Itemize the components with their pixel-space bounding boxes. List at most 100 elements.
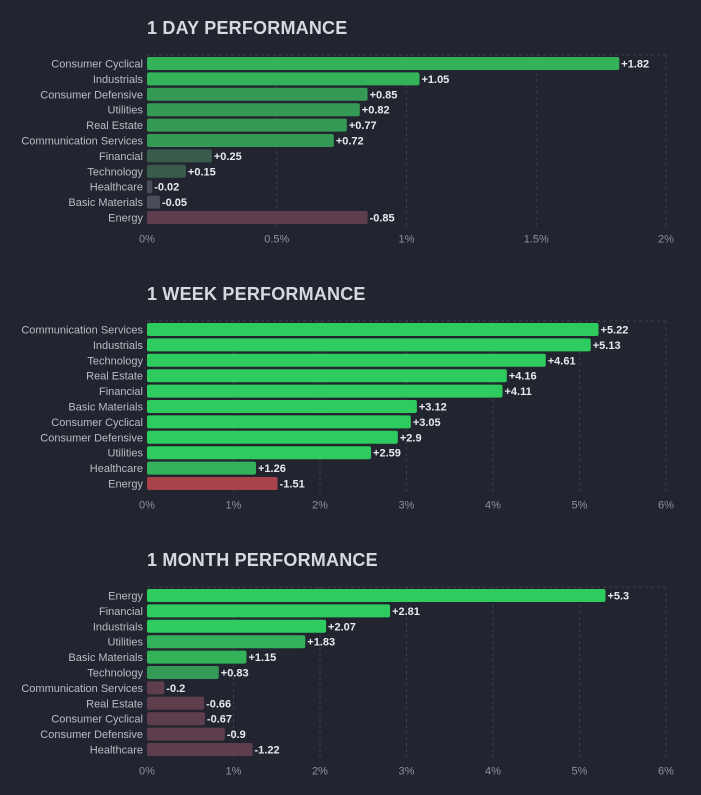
category-label: Utilities (108, 448, 144, 460)
category-label: Basic Materials (68, 652, 143, 664)
category-label: Consumer Defensive (40, 729, 143, 741)
category-label: Energy (108, 213, 143, 225)
value-label: -1.51 (280, 479, 305, 491)
value-label: +2.81 (392, 606, 420, 618)
bar (147, 103, 360, 117)
bar (147, 743, 253, 756)
bar (147, 195, 160, 209)
week-performance-chart: 0% 1% 2% 3% 4% 5% 6% Communication Services +5.2… (21, 320, 674, 511)
value-label: +2.07 (328, 621, 356, 633)
bar (147, 635, 306, 649)
category-label: Basic Materials (68, 402, 143, 414)
value-label: +0.72 (336, 136, 364, 148)
value-label: +1.05 (421, 74, 449, 86)
chart-title: 1 DAY PERFORMANCE (147, 18, 348, 38)
value-label: +0.77 (349, 120, 377, 132)
x-tick-label: 0% (139, 233, 155, 245)
value-label: +0.15 (188, 166, 216, 178)
bar (147, 619, 327, 633)
chart-title: 1 WEEK PERFORMANCE (147, 284, 366, 304)
bar (147, 57, 620, 70)
x-tick-label: 3% (399, 765, 415, 777)
bar (147, 149, 212, 163)
x-tick-label: 1% (399, 233, 415, 245)
x-tick-label: 0.5% (264, 233, 289, 245)
category-label: Healthcare (90, 745, 143, 757)
category-label: Industrials (93, 340, 144, 352)
category-label: Utilities (108, 105, 144, 117)
value-label: +1.26 (258, 463, 286, 475)
value-label: +0.83 (221, 668, 249, 680)
value-label: +4.16 (509, 371, 537, 383)
value-label: +1.82 (621, 59, 649, 71)
x-tick-label: 2% (312, 499, 328, 511)
x-tick-label: 0% (139, 499, 155, 511)
bar (147, 727, 225, 741)
category-label: Industrials (93, 621, 144, 633)
bar (147, 323, 599, 336)
value-label: -0.05 (162, 197, 187, 209)
category-label: Technology (87, 668, 143, 680)
bar (147, 338, 591, 352)
category-label: Communication Services (21, 683, 143, 695)
value-label: +2.59 (373, 448, 401, 460)
x-tick-label: 6% (658, 765, 674, 777)
bar (147, 589, 606, 602)
bar (147, 400, 417, 413)
bar (147, 666, 219, 679)
bar (147, 461, 256, 475)
value-label: +1.83 (307, 637, 335, 649)
category-label: Technology (87, 166, 143, 178)
x-tick-label: 6% (658, 499, 674, 511)
value-label: +4.11 (505, 386, 532, 398)
bar (147, 446, 372, 460)
bar (147, 415, 411, 429)
category-label: Consumer Cyclical (51, 59, 143, 71)
x-tick-label: 1% (226, 499, 242, 511)
bar (147, 118, 347, 132)
bar (147, 384, 503, 398)
category-label: Industrials (93, 74, 144, 86)
x-tick-label: 0% (139, 765, 155, 777)
category-label: Healthcare (90, 182, 143, 194)
category-label: Consumer Defensive (40, 432, 143, 444)
bar (147, 681, 165, 695)
day-performance-chart: 0% 0.5% 1% 1.5% 2% Consumer Cyclical +1.82 Indu… (21, 54, 674, 245)
value-label: +0.85 (370, 89, 398, 101)
category-label: Communication Services (21, 325, 143, 337)
value-label: +3.05 (413, 417, 441, 429)
value-label: -0.2 (166, 683, 185, 695)
value-label: -0.67 (207, 714, 232, 726)
value-label: +0.82 (362, 105, 390, 117)
value-label: +1.15 (248, 652, 276, 664)
category-label: Consumer Cyclical (51, 714, 143, 726)
bar (147, 650, 247, 664)
value-label: +0.25 (214, 151, 242, 163)
category-label: Real Estate (86, 120, 143, 132)
x-tick-label: 4% (485, 499, 501, 511)
category-label: Technology (87, 355, 143, 367)
x-tick-label: 1.5% (524, 233, 549, 245)
category-label: Healthcare (90, 463, 143, 475)
x-tick-label: 3% (399, 499, 415, 511)
bar (147, 477, 278, 490)
value-label: +4.61 (548, 355, 576, 367)
bar (147, 164, 186, 178)
x-tick-label: 5% (572, 765, 588, 777)
category-label: Real Estate (86, 698, 143, 710)
value-label: -0.9 (227, 729, 246, 741)
x-tick-label: 2% (658, 233, 674, 245)
x-tick-label: 2% (312, 765, 328, 777)
bar (147, 87, 368, 101)
x-tick-label: 5% (572, 499, 588, 511)
value-label: +5.3 (607, 591, 629, 603)
category-label: Communication Services (21, 136, 143, 148)
value-label: -0.02 (154, 182, 179, 194)
bar (147, 134, 334, 147)
bar (147, 712, 205, 726)
category-label: Basic Materials (68, 197, 143, 209)
bar (147, 72, 420, 86)
bar (147, 353, 546, 367)
x-tick-label: 4% (485, 765, 501, 777)
value-label: -0.85 (370, 213, 395, 225)
